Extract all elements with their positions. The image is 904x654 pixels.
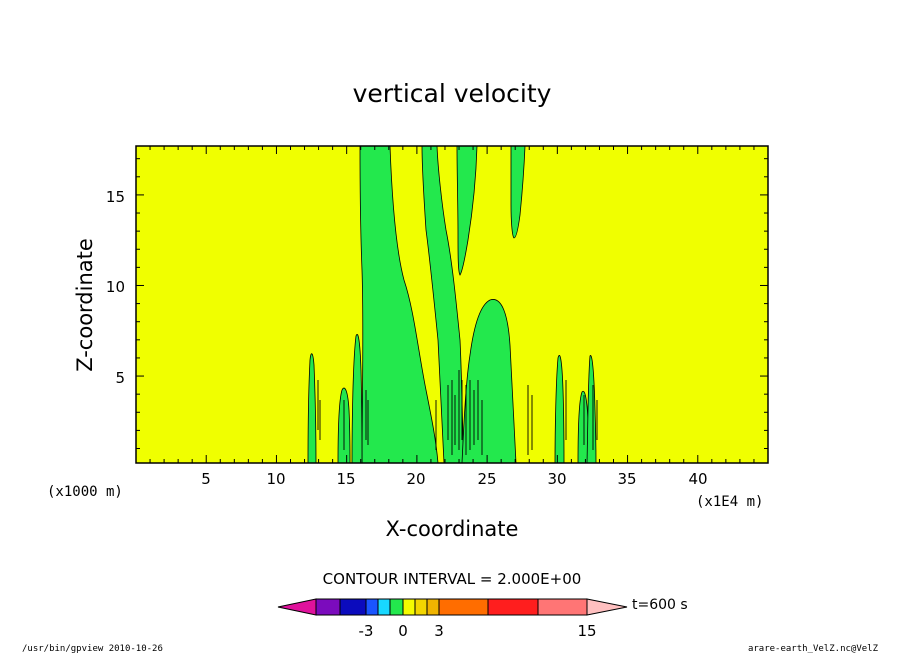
y-tick-label: 5 bbox=[115, 369, 125, 387]
small-cell-1 bbox=[307, 353, 317, 463]
colorbar-cell bbox=[315, 598, 341, 616]
x-units-left: (x1000 m) bbox=[47, 484, 123, 500]
colorbar-cell bbox=[339, 598, 367, 616]
footer-right: arare-earth_VelZ.nc@VelZ bbox=[748, 644, 879, 654]
x-tick-label: 5 bbox=[201, 470, 211, 488]
x-tick-label: 25 bbox=[477, 470, 496, 488]
plot-frame bbox=[135, 145, 769, 464]
colorbar-cell bbox=[537, 598, 588, 616]
x-tick-label: 15 bbox=[336, 470, 355, 488]
colorbar-cell bbox=[414, 598, 428, 616]
small-cell-3 bbox=[351, 334, 363, 463]
chart-title: vertical velocity bbox=[353, 79, 552, 108]
small-cell-4 bbox=[554, 355, 565, 463]
colorbar-cell bbox=[438, 598, 489, 616]
contour-regions bbox=[307, 146, 597, 463]
updraft-column-3 bbox=[456, 146, 478, 276]
small-cell-6 bbox=[586, 355, 597, 463]
colorbar-cell bbox=[389, 598, 404, 616]
x-tick-label: 20 bbox=[406, 470, 425, 488]
footer-left: /usr/bin/gpview 2010-10-26 bbox=[22, 644, 163, 654]
y-tick-label: 10 bbox=[106, 278, 125, 296]
colorbar-tick-label: 3 bbox=[434, 622, 444, 640]
colorbar-tick-label: 0 bbox=[398, 622, 408, 640]
colorbar-cell bbox=[426, 598, 440, 616]
colorbar-cell bbox=[487, 598, 539, 616]
y-axis-label: Z-coordinate bbox=[73, 238, 97, 372]
colorbar bbox=[277, 598, 628, 616]
colorbar-cell bbox=[365, 598, 379, 616]
colorbar-cell bbox=[377, 598, 391, 616]
x-tick-label: 10 bbox=[266, 470, 285, 488]
x-tick-labels: 5 10 15 20 25 30 35 40 bbox=[201, 470, 707, 488]
x-tick-label: 35 bbox=[617, 470, 636, 488]
y-tick-labels: 5 10 15 bbox=[106, 188, 125, 387]
contour-interval-label: CONTOUR INTERVAL = 2.000E+00 bbox=[323, 570, 582, 588]
x-axis-label: X-coordinate bbox=[386, 517, 519, 541]
colorbar-cell bbox=[402, 598, 416, 616]
fine-contour-lines bbox=[317, 370, 598, 455]
x-tick-label: 30 bbox=[547, 470, 566, 488]
colorbar-left-arrow bbox=[277, 598, 317, 616]
upper-right-column bbox=[510, 146, 526, 239]
y-tick-label: 15 bbox=[106, 188, 125, 206]
colorbar-right-arrow bbox=[586, 598, 628, 616]
x-tick-label: 40 bbox=[688, 470, 707, 488]
colorbar-tick-label: 15 bbox=[577, 622, 596, 640]
axis-ticks bbox=[136, 146, 768, 463]
colorbar-tick-label: -3 bbox=[359, 622, 374, 640]
main-updraft-region bbox=[359, 146, 439, 463]
x-units-right: (x1E4 m) bbox=[696, 494, 763, 510]
time-label: t=600 s bbox=[632, 597, 688, 613]
colorbar-tick-labels: -3 0 3 15 bbox=[359, 622, 597, 640]
updraft-column-2 bbox=[421, 146, 465, 463]
